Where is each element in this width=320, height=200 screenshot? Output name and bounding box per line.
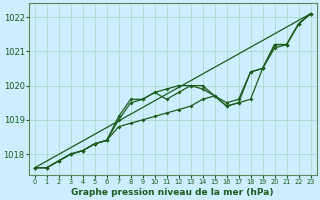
X-axis label: Graphe pression niveau de la mer (hPa): Graphe pression niveau de la mer (hPa)	[71, 188, 274, 197]
